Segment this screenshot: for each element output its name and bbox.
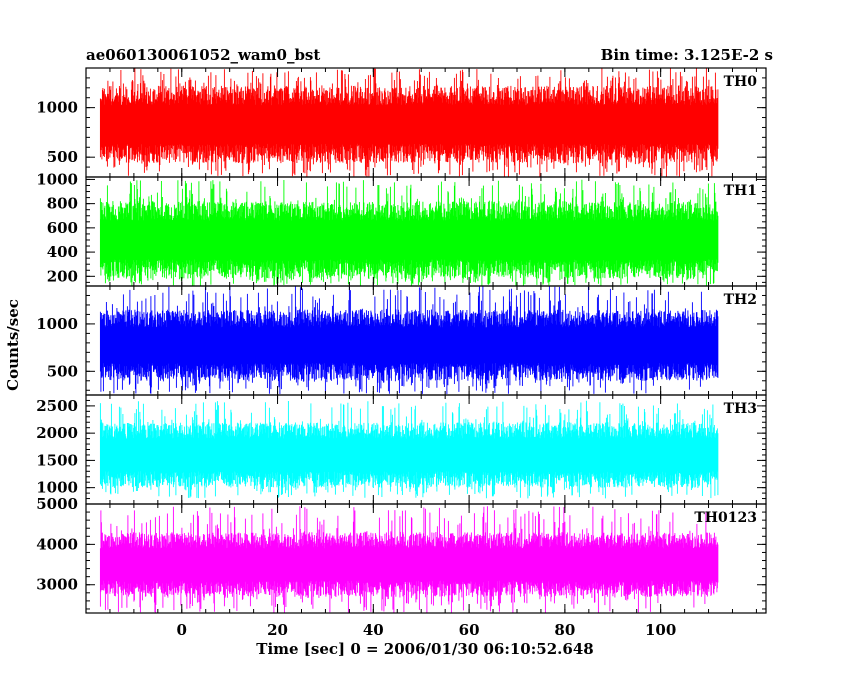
panel-label-th3: TH3 [724, 401, 757, 417]
y-tick-label: 600 [47, 219, 78, 237]
y-tick-label: 2000 [36, 424, 78, 442]
y-axis-title: Counts/sec [4, 299, 22, 391]
series-trace-th0 [99, 68, 719, 177]
panel-label-th2: TH2 [724, 292, 757, 308]
y-tick-label: 1000 [36, 99, 78, 117]
x-tick-label: 100 [645, 621, 676, 639]
y-tick-label: 1000 [36, 315, 78, 333]
x-axis-title: Time [sec] 0 = 2006/01/30 06:10:52.648 [256, 640, 593, 658]
series-trace-th2 [99, 286, 719, 394]
y-tick-label: 2500 [36, 397, 78, 415]
y-tick-label: 1500 [36, 451, 78, 469]
y-tick-label: 1000 [36, 479, 78, 497]
panel-th3: TH3 1000 1500 2000 2500 [36, 394, 767, 505]
y-tick-label: 500 [47, 148, 78, 166]
y-tick-label: 400 [47, 243, 78, 261]
panels-group: TH05001000TH12004006008001000TH25001000T… [36, 67, 767, 639]
y-tick-label: 3000 [36, 576, 78, 594]
y-tick-label: 1000 [36, 170, 78, 188]
y-tick-label: 200 [47, 267, 78, 285]
panel-frame [85, 503, 767, 614]
chart-title-right: Bin time: 3.125E-2 s [601, 46, 773, 64]
y-tick-label: 5000 [36, 495, 78, 513]
y-tick-label: 500 [47, 362, 78, 380]
series-trace-th0123 [99, 506, 719, 613]
chart-title-left: ae060130061052_wam0_bst [86, 46, 320, 64]
x-tick-label: 60 [459, 621, 480, 639]
panel-th0123: TH0123 3000 4000 5000 [36, 495, 767, 614]
panel-th2: TH2 500 1000 [36, 285, 767, 396]
panel-th0: TH0 500 1000 [36, 67, 767, 178]
series-trace-th3 [99, 400, 719, 499]
series-trace-th1 [99, 179, 719, 286]
x-tick-label: 80 [554, 621, 575, 639]
panel-label-th1: TH1 [724, 183, 757, 199]
panel-label-th0123: TH0123 [694, 510, 757, 526]
x-tick-label: 20 [267, 621, 288, 639]
panel-label-th0: TH0 [724, 74, 758, 90]
x-tick-label: 0 [177, 621, 187, 639]
y-tick-label: 800 [47, 195, 78, 213]
panel-th1: TH1 200 400 600 800 1000 [36, 170, 767, 287]
y-tick-label: 4000 [36, 535, 78, 553]
x-tick-label: 40 [363, 621, 384, 639]
